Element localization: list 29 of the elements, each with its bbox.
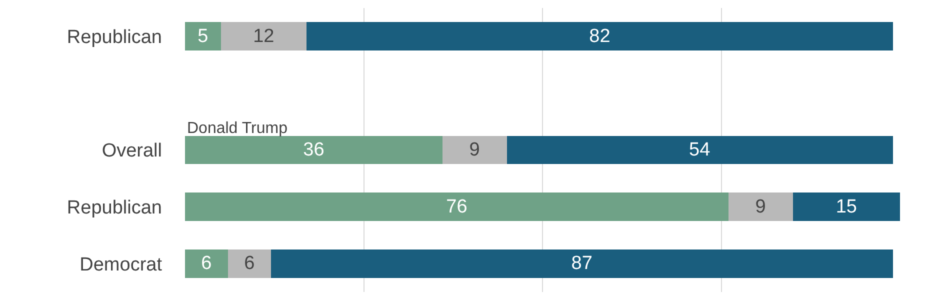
bar [306,22,893,51]
data-label: 82 [589,26,610,47]
y-tick-label: Democrat [80,254,163,276]
data-label: 87 [571,253,592,274]
data-label: 12 [253,26,274,47]
data-label: 54 [689,140,711,160]
bar [185,22,221,51]
bar [220,22,307,51]
bar [442,136,507,164]
bar [270,249,893,278]
data-label: 9 [469,140,480,160]
bar [228,249,271,278]
bar [185,136,442,164]
bar [185,249,228,278]
bar [792,192,900,221]
data-label: 6 [244,253,255,274]
data-label: 5 [198,26,208,47]
data-label: 76 [446,196,468,218]
data-label: 6 [201,253,212,274]
data-label: 9 [755,196,766,218]
data-label: 15 [836,196,857,218]
data-label: 36 [303,140,324,160]
annotation: Donald Trump [187,120,288,137]
y-tick-label: Overall [102,140,162,162]
bar [728,192,793,221]
bar [506,136,893,164]
bar [185,192,728,221]
y-tick-label: Republican [66,197,162,218]
y-tick-label: Republican [66,27,162,48]
